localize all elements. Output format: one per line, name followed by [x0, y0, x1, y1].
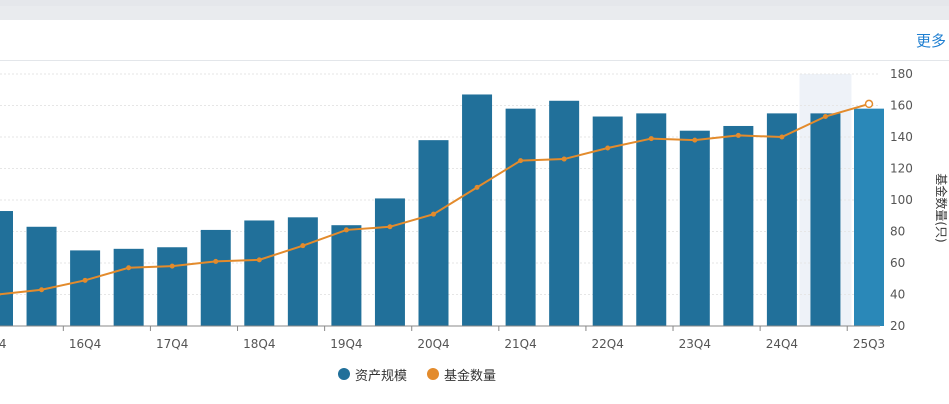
bar[interactable] — [810, 113, 841, 326]
bar[interactable] — [157, 247, 188, 326]
bar[interactable] — [0, 211, 13, 326]
x-tick-label: 24Q4 — [766, 337, 798, 351]
y-tick-label: 60 — [890, 256, 905, 270]
bar[interactable] — [418, 140, 449, 326]
line-point[interactable] — [518, 158, 524, 164]
axis-layer: 20 40 60 80 100 120 140 160 180 Q4 16Q4 17Q4 18Q4 19Q… — [0, 67, 913, 351]
y-tick-label: 80 — [890, 225, 905, 239]
bar[interactable] — [26, 226, 57, 326]
line-point[interactable] — [474, 184, 480, 190]
bar[interactable] — [200, 229, 231, 326]
top-bar — [0, 0, 949, 20]
y-tick-label: 40 — [890, 288, 905, 302]
bar[interactable] — [244, 220, 275, 326]
line-point[interactable] — [735, 132, 741, 138]
line-point[interactable] — [822, 114, 828, 120]
line-point[interactable] — [82, 277, 88, 283]
bar[interactable] — [70, 250, 101, 326]
line-layer — [0, 99, 874, 296]
legend-item-fund-count[interactable]: 基金数量 — [427, 364, 496, 384]
x-tick-label: 22Q4 — [592, 337, 624, 351]
y-tick-label: 100 — [890, 193, 913, 207]
legend-label-fund-count: 基金数量 — [444, 368, 497, 384]
line-point[interactable] — [648, 136, 654, 142]
legend-item-asset-size[interactable]: 资产规模 — [338, 364, 407, 384]
bar[interactable] — [854, 108, 884, 327]
line-point[interactable] — [431, 211, 436, 217]
y-axis-title: 基金数量(只) — [934, 173, 949, 242]
bar[interactable] — [505, 108, 536, 327]
x-tick-label: 20Q4 — [417, 337, 449, 351]
bar[interactable] — [113, 248, 144, 326]
legend: 资产规模 基金数量 — [0, 364, 949, 384]
line-point[interactable] — [169, 263, 175, 269]
legend-dot-fund-count — [427, 368, 439, 380]
y-tick-label: 120 — [890, 162, 913, 176]
line-point[interactable] — [561, 156, 567, 162]
line-point[interactable] — [126, 265, 132, 271]
more-link[interactable]: 更多 — [915, 32, 946, 50]
bar[interactable] — [287, 217, 318, 326]
x-tick-label: 16Q4 — [69, 337, 101, 351]
bar[interactable] — [374, 198, 405, 326]
legend-dot-asset-size — [338, 368, 350, 380]
top-bar-strip — [0, 6, 949, 20]
y-tick-label: 20 — [890, 319, 905, 333]
line-point[interactable] — [343, 227, 349, 233]
y-tick-label: 180 — [890, 67, 913, 81]
y-tick-label: 140 — [890, 130, 913, 144]
bar[interactable] — [679, 130, 710, 326]
x-tick-label: 25Q3 — [853, 337, 885, 351]
line-point[interactable] — [213, 258, 219, 264]
x-tick-label: 21Q4 — [504, 337, 536, 351]
x-tick-label: Q4 — [0, 337, 7, 351]
chart-area: 20 40 60 80 100 120 140 160 180 Q4 16Q4 17Q4 18Q4 19Q… — [0, 67, 949, 351]
x-tick-label: 23Q4 — [679, 337, 711, 351]
line-point[interactable] — [387, 224, 393, 230]
bar[interactable] — [549, 100, 580, 327]
bar[interactable] — [331, 225, 362, 326]
line-point[interactable] — [300, 243, 306, 249]
y-tick-label: 160 — [890, 99, 913, 113]
line-point[interactable] — [692, 137, 698, 143]
bar[interactable] — [723, 125, 754, 326]
chart-header: 更多 — [0, 20, 949, 61]
bar-layer — [0, 94, 884, 327]
line-point[interactable] — [864, 99, 874, 109]
x-tick-label: 18Q4 — [243, 337, 275, 351]
line-point[interactable] — [779, 134, 785, 140]
bar[interactable] — [636, 113, 667, 326]
bar[interactable] — [462, 94, 493, 326]
line-point[interactable] — [256, 257, 262, 263]
bar[interactable] — [766, 113, 797, 326]
x-tick-label: 19Q4 — [330, 337, 362, 351]
legend-label-asset-size: 资产规模 — [355, 368, 408, 384]
x-tick-label: 17Q4 — [156, 337, 188, 351]
line-point[interactable] — [39, 287, 45, 293]
line-point[interactable] — [605, 145, 611, 151]
